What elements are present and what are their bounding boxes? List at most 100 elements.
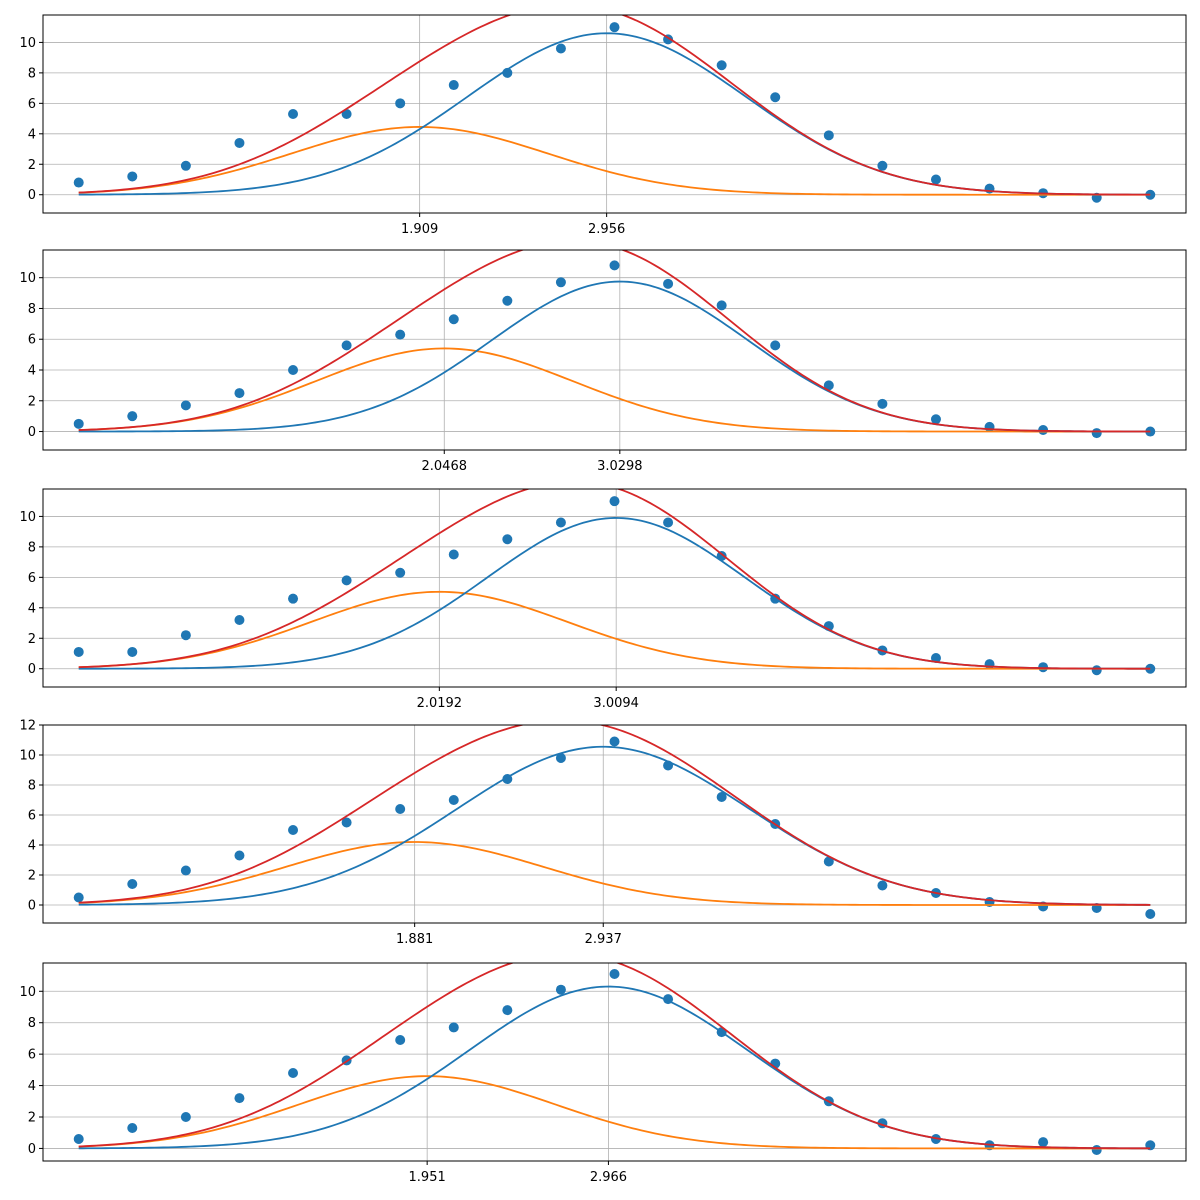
y-tick-label: 0 xyxy=(28,425,36,440)
y-tick-label: 4 xyxy=(28,127,36,142)
data-point xyxy=(555,753,566,763)
x-tick-label: 1.951 xyxy=(409,1170,446,1185)
y-tick-label: 2 xyxy=(28,632,36,647)
data-point xyxy=(234,614,245,625)
data-point xyxy=(73,1134,84,1144)
data-point xyxy=(502,534,513,545)
y-tick-label: 6 xyxy=(28,1048,36,1063)
plot-area xyxy=(73,725,1156,919)
x-tick-label: 3.0298 xyxy=(597,459,643,474)
x-tick-label: 2.937 xyxy=(585,932,622,947)
y-tick-label: 10 xyxy=(19,985,36,1000)
data-point xyxy=(288,365,299,375)
data-point xyxy=(288,1068,299,1078)
data-point xyxy=(1145,663,1156,674)
axes-frame xyxy=(42,14,1187,214)
data-point xyxy=(288,825,299,835)
data-point xyxy=(1091,1145,1102,1155)
x-tick-label: 2.956 xyxy=(588,222,625,237)
y-tick-label: 2 xyxy=(28,869,36,884)
data-point xyxy=(341,817,352,828)
y-tick-label: 10 xyxy=(19,36,36,51)
x-tick-label: 1.909 xyxy=(401,222,438,237)
y-tick-label: 8 xyxy=(28,540,36,555)
axes-frame xyxy=(42,724,1187,924)
x-tick-label: 2.0192 xyxy=(417,696,463,711)
y-tick-label: 6 xyxy=(28,571,36,586)
data-point xyxy=(127,646,138,657)
x-tick-label: 2.0468 xyxy=(422,459,468,474)
axes-frame xyxy=(42,962,1187,1162)
data-point xyxy=(770,340,781,351)
y-tick-label: 2 xyxy=(28,394,36,409)
plot-area xyxy=(73,963,1156,1155)
data-point xyxy=(1145,189,1156,200)
y-tick-label: 8 xyxy=(28,66,36,81)
data-point xyxy=(609,736,620,747)
data-point xyxy=(180,160,191,171)
data-point xyxy=(555,517,566,528)
y-tick-label: 4 xyxy=(28,364,36,379)
data-point xyxy=(1145,426,1156,437)
gaussian-component-line xyxy=(78,590,1151,670)
y-tick-label: 2 xyxy=(28,1111,36,1126)
data-point xyxy=(1091,428,1102,439)
gaussian-component-line xyxy=(78,347,1151,433)
data-point xyxy=(341,340,352,351)
y-tick-label: 8 xyxy=(28,1016,36,1031)
data-point xyxy=(823,130,834,141)
y-tick-label: 12 xyxy=(19,719,36,734)
gaussian-component-line xyxy=(78,745,1151,906)
data-point xyxy=(341,575,352,586)
sum-fit-line xyxy=(78,15,1151,196)
x-tick-label: 3.0094 xyxy=(593,696,639,711)
y-tick-label: 0 xyxy=(28,188,36,203)
data-point xyxy=(127,1123,138,1133)
gaussian-component-line xyxy=(78,841,1151,906)
data-point xyxy=(716,792,727,802)
data-point xyxy=(73,177,84,188)
data-point xyxy=(555,43,566,54)
axes-frame xyxy=(42,249,1187,451)
x-tick-label: 2.966 xyxy=(590,1170,627,1185)
data-point xyxy=(448,549,459,560)
y-tick-label: 10 xyxy=(19,271,36,286)
data-point xyxy=(234,850,245,861)
data-point xyxy=(1145,909,1156,919)
plot-area xyxy=(73,250,1156,439)
sum-fit-line xyxy=(78,250,1151,433)
y-tick-label: 8 xyxy=(28,302,36,317)
data-point xyxy=(609,260,620,271)
data-point xyxy=(395,329,406,340)
subplot-1: 0 2 4 6 8 10 1.909 2.956 xyxy=(19,14,1187,237)
gaussian-component-line xyxy=(78,1075,1151,1150)
y-tick-label: 6 xyxy=(28,809,36,824)
axes-frame xyxy=(42,488,1187,688)
plot-area xyxy=(73,15,1156,203)
data-point xyxy=(234,137,245,148)
y-tick-label: 4 xyxy=(28,839,36,854)
data-point xyxy=(823,380,834,391)
data-point xyxy=(877,398,888,409)
data-point xyxy=(73,418,84,429)
x-tick-label: 1.881 xyxy=(396,932,433,947)
data-point xyxy=(448,795,459,805)
y-tick-label: 0 xyxy=(28,662,36,677)
data-point xyxy=(609,496,620,507)
data-point xyxy=(555,277,566,288)
data-point xyxy=(180,1112,191,1122)
y-tick-label: 6 xyxy=(28,97,36,112)
data-point xyxy=(127,411,138,422)
data-point xyxy=(716,300,727,311)
data-point xyxy=(770,92,781,103)
data-point xyxy=(609,969,620,979)
data-point xyxy=(823,856,834,867)
data-point xyxy=(288,109,299,119)
y-tick-label: 10 xyxy=(19,510,36,525)
subplot-2: 0 2 4 6 8 10 2.0468 3.0298 xyxy=(19,249,1187,474)
data-point xyxy=(448,314,459,325)
gaussian-component-line xyxy=(78,126,1151,196)
y-tick-label: 0 xyxy=(28,1142,36,1157)
y-tick-label: 4 xyxy=(28,601,36,616)
